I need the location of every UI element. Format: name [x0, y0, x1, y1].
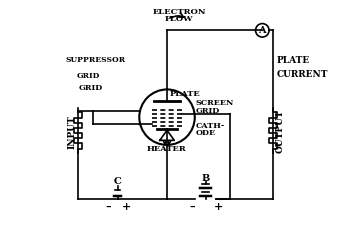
Text: SUPPRESSOR: SUPPRESSOR: [66, 57, 126, 64]
Text: CATH-: CATH-: [196, 122, 225, 130]
Text: OUTPUT: OUTPUT: [276, 110, 285, 153]
Text: GRID: GRID: [79, 84, 103, 92]
Text: ODE: ODE: [196, 129, 216, 137]
Text: –: –: [189, 201, 195, 213]
Text: +: +: [122, 201, 131, 213]
Text: C: C: [114, 177, 122, 186]
Text: HEATER: HEATER: [147, 145, 187, 153]
Text: PLATE: PLATE: [277, 56, 310, 65]
Circle shape: [256, 24, 269, 37]
Text: FLOW: FLOW: [165, 15, 193, 23]
Text: INPUT: INPUT: [67, 115, 76, 149]
Text: –: –: [106, 201, 111, 213]
Circle shape: [139, 90, 195, 145]
Text: GRID: GRID: [77, 72, 100, 80]
Text: A: A: [258, 26, 266, 35]
Text: B: B: [201, 174, 210, 183]
Text: PLATE: PLATE: [170, 90, 200, 98]
Text: ELECTRON: ELECTRON: [152, 8, 206, 16]
Text: SCREEN: SCREEN: [196, 99, 234, 107]
Text: +: +: [214, 201, 224, 213]
Text: GRID: GRID: [196, 107, 220, 115]
Text: CURRENT: CURRENT: [277, 71, 328, 80]
